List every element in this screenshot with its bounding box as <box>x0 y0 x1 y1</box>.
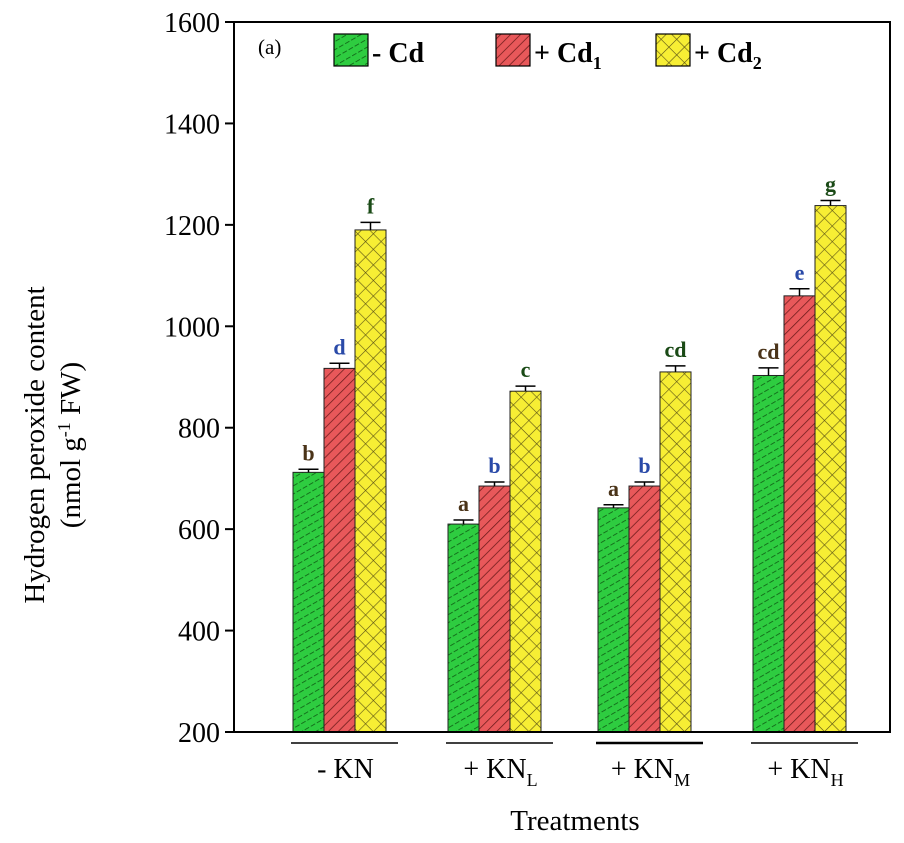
plot-frame <box>233 21 891 733</box>
significance-letter: c <box>521 357 531 382</box>
svg-text:Hydrogen peroxide content: Hydrogen peroxide content <box>19 286 51 603</box>
significance-letter: b <box>302 440 314 465</box>
significance-letter: a <box>608 476 619 501</box>
bar <box>659 371 692 733</box>
y-axis: 200 400 600 800 1000 1200 1400 1600 <box>164 8 234 749</box>
bar <box>752 374 785 733</box>
legend: - Cd + Cd1 + Cd2 <box>333 33 762 73</box>
y-axis-title-line1: Hydrogen peroxide content <box>19 286 51 603</box>
bar <box>354 229 387 733</box>
bar <box>292 471 325 733</box>
significance-letter: cd <box>758 339 780 364</box>
x-tick-label: + KNH <box>767 754 843 790</box>
y-tick-label: 400 <box>178 617 220 648</box>
y-axis-title-line2-end: FW) <box>55 362 87 422</box>
x-axis-groups: - KN + KNL + KNM + KNH <box>291 741 858 790</box>
legend-label: + Cd2 <box>694 38 762 73</box>
significance-letter: a <box>458 491 469 516</box>
panel-label: (a) <box>258 35 281 59</box>
legend-swatch <box>333 33 369 67</box>
y-tick-label: 1000 <box>164 312 220 343</box>
bar <box>597 507 630 733</box>
legend-label: - Cd <box>372 38 425 69</box>
svg-text:(nmol g-1 FW): (nmol g-1 FW) <box>54 362 87 528</box>
x-axis-title: Treatments <box>510 805 639 837</box>
y-axis-title-line2: (nmol g <box>55 437 87 528</box>
significance-letter: cd <box>665 337 687 362</box>
y-tick-label: 800 <box>178 414 220 445</box>
significance-letter: d <box>333 334 345 359</box>
bar <box>478 485 511 733</box>
legend-swatch <box>655 33 691 67</box>
y-tick-label: 1600 <box>164 8 220 39</box>
bar <box>783 295 816 733</box>
x-tick-label: + KNM <box>611 754 690 790</box>
y-axis-title: Hydrogen peroxide content (nmol g-1 FW) <box>19 286 87 603</box>
significance-letter: f <box>367 193 375 218</box>
y-tick-label: 1400 <box>164 109 220 140</box>
bar <box>323 367 356 733</box>
y-axis-title-sup: -1 <box>54 422 74 437</box>
bar <box>814 205 847 733</box>
x-tick-label: - KN <box>317 754 374 785</box>
legend-swatch <box>495 33 531 67</box>
y-tick-label: 200 <box>178 718 220 749</box>
bar <box>628 485 661 733</box>
significance-letter: b <box>638 453 650 478</box>
y-tick-label: 1200 <box>164 211 220 242</box>
significance-letter: g <box>825 172 836 197</box>
bar <box>447 523 480 733</box>
significance-letter: e <box>795 260 805 285</box>
significance-letter: b <box>488 453 500 478</box>
legend-label: + Cd1 <box>534 38 602 73</box>
x-tick-label: + KNL <box>463 754 537 790</box>
bar <box>509 390 542 733</box>
y-tick-label: 600 <box>178 515 220 546</box>
